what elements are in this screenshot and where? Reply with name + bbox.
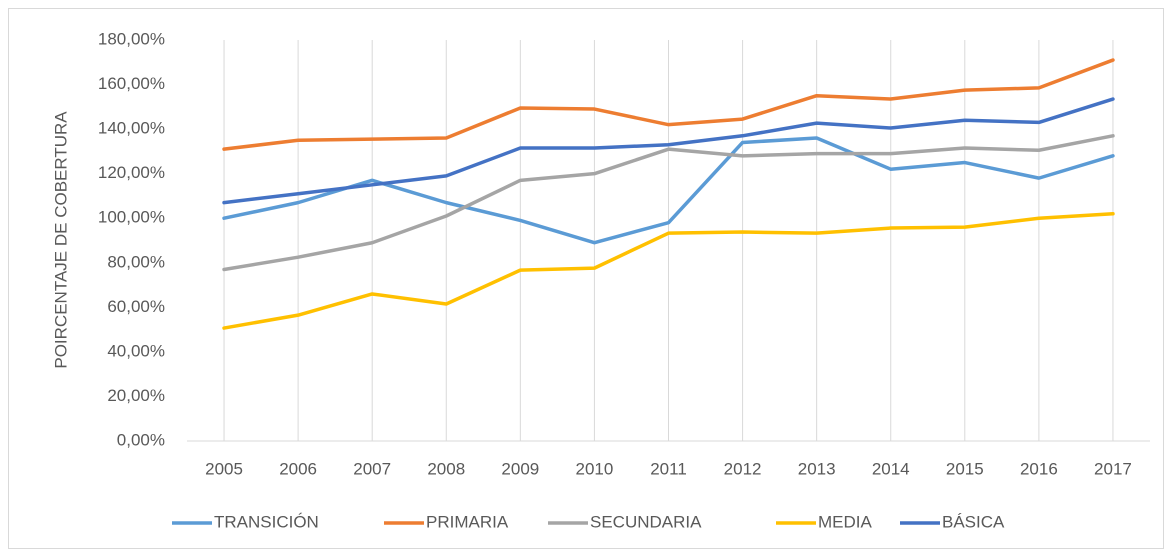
x-tick-label: 2014 (872, 459, 910, 478)
series-line (222, 97, 1115, 205)
y-tick-label: 60,00% (107, 297, 165, 316)
x-tick-label: 2017 (1094, 459, 1132, 478)
x-tick-label: 2006 (279, 459, 317, 478)
x-tick-label: 2008 (427, 459, 465, 478)
x-tick-label: 2007 (353, 459, 391, 478)
series-line (222, 212, 1115, 330)
x-tick-label: 2011 (650, 459, 687, 478)
series-line (222, 136, 1115, 245)
legend-label: SECUNDARIA (590, 512, 702, 531)
y-tick-label: 80,00% (107, 252, 165, 271)
x-tick-label: 2015 (946, 459, 984, 478)
series-line (222, 58, 1115, 151)
legend-label: BÁSICA (942, 512, 1005, 531)
x-tick-label: 2009 (501, 459, 539, 478)
legend-label: PRIMARIA (426, 512, 509, 531)
x-tick-label: 2012 (724, 459, 762, 478)
y-tick-label: 100,00% (98, 208, 165, 227)
y-tick-label: 20,00% (107, 386, 165, 405)
x-tick-label: 2013 (798, 459, 836, 478)
legend-label: MEDIA (818, 512, 873, 531)
y-tick-label: 40,00% (107, 341, 165, 360)
chart-border (8, 8, 1164, 549)
y-tick-label: 120,00% (98, 163, 165, 182)
series-line (222, 134, 1115, 272)
x-tick-label: 2005 (205, 459, 243, 478)
x-tick-label: 2010 (576, 459, 614, 478)
y-tick-label: 140,00% (98, 119, 165, 138)
y-axis-label: POIRCENTAJE DE COBERTURA (51, 111, 70, 369)
y-tick-label: 180,00% (98, 29, 165, 48)
y-tick-label: 160,00% (98, 74, 165, 93)
legend-label: TRANSICIÓN (214, 512, 319, 531)
y-tick-label: 0,00% (117, 430, 165, 449)
x-tick-label: 2016 (1020, 459, 1058, 478)
